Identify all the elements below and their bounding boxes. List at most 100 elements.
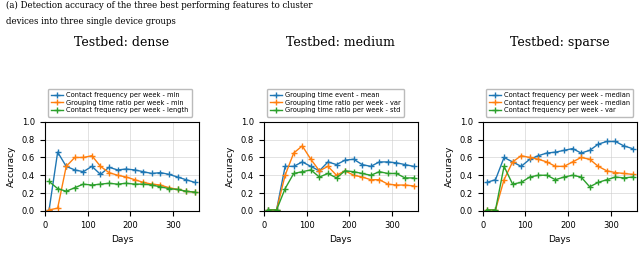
Grouping time ratio per week - min (71, 156, 79, 159)
Contact frequency per week - min (173, 176, 181, 179)
Contact frequency per week - var (603, 178, 611, 181)
Contact frequency per week - median (492, 178, 499, 181)
Contact frequency per week - min (157, 171, 164, 174)
Grouping time ratio per week - min (131, 178, 139, 181)
Grouping time event - mean (367, 165, 374, 168)
Grouping time ratio per week - min (173, 188, 181, 191)
Grouping time ratio per week - var (401, 183, 409, 186)
Contact frequency per week - median (552, 151, 559, 154)
Contact frequency per week - var (483, 208, 491, 211)
Contact frequency per week - min (45, 208, 53, 211)
Contact frequency per week - median (595, 142, 602, 146)
Contact frequency per week - var (612, 176, 620, 179)
Contact frequency per week - min (148, 172, 156, 175)
Y-axis label: Accuracy: Accuracy (226, 146, 235, 187)
Contact frequency per week - median (543, 151, 550, 154)
Contact frequency per week - var (517, 181, 525, 184)
Grouping time ratio per week - var (376, 178, 383, 181)
X-axis label: Days: Days (111, 235, 133, 244)
Grouping time ratio per week - min (88, 154, 96, 157)
Contact frequency per week - median (534, 154, 542, 157)
Contact frequency per week - median (577, 151, 585, 154)
Contact frequency per week - median (560, 165, 568, 168)
Grouping time ratio per week - min (191, 190, 198, 194)
Contact frequency per week - min (191, 181, 198, 184)
Contact frequency per week - median (612, 171, 620, 174)
Contact frequency per week - var (543, 174, 550, 177)
Grouping time ratio per week - std (358, 172, 366, 175)
Line: Contact frequency per week - var: Contact frequency per week - var (484, 164, 636, 213)
Contact frequency per week - min (71, 168, 79, 171)
Grouping time ratio per week - var (350, 174, 358, 177)
Contact frequency per week - median (560, 149, 568, 152)
Contact frequency per week - min (122, 168, 130, 171)
Grouping time ratio per week - var (367, 178, 374, 181)
Grouping time ratio per week - std (367, 174, 374, 177)
Contact frequency per week - median (552, 165, 559, 168)
Contact frequency per week - median (483, 181, 491, 184)
Legend: Contact frequency per week - min, Grouping time ratio per week - min, Contact fr: Contact frequency per week - min, Groupi… (48, 89, 192, 117)
Grouping time ratio per week - std (333, 176, 340, 179)
Contact frequency per week - median (628, 147, 636, 150)
Contact frequency per week - min (140, 170, 147, 173)
Contact frequency per week - median (534, 158, 542, 161)
Contact frequency per week - median (620, 172, 628, 175)
Legend: Grouping time event - mean, Grouping time ratio per week - var, Grouping time ra: Grouping time event - mean, Grouping tim… (267, 89, 404, 117)
Contact frequency per week - median (586, 158, 593, 161)
Grouping time ratio per week - min (157, 183, 164, 186)
Contact frequency per week - median (612, 140, 620, 143)
Contact frequency per week - length (79, 183, 87, 186)
Grouping time event - mean (298, 161, 306, 164)
Line: Grouping time ratio per week - min: Grouping time ratio per week - min (46, 153, 198, 213)
Contact frequency per week - length (62, 190, 70, 193)
Contact frequency per week - median (526, 158, 534, 161)
Grouping time ratio per week - std (290, 172, 298, 175)
Grouping time ratio per week - var (290, 151, 298, 154)
Contact frequency per week - min (88, 165, 96, 168)
Grouping time ratio per week - min (45, 208, 53, 211)
Grouping time ratio per week - min (114, 174, 122, 177)
Grouping time ratio per week - var (384, 183, 392, 186)
X-axis label: Days: Days (548, 235, 571, 244)
Grouping time event - mean (264, 208, 272, 211)
Contact frequency per week - var (500, 165, 508, 168)
Grouping time ratio per week - var (282, 174, 289, 177)
Line: Contact frequency per week - length: Contact frequency per week - length (46, 179, 198, 195)
Contact frequency per week - median (492, 208, 499, 211)
Legend: Contact frequency per week - median, Contact frequency per week - median, Contac: Contact frequency per week - median, Con… (486, 89, 634, 117)
Grouping time ratio per week - std (273, 208, 280, 211)
Contact frequency per week - length (97, 183, 104, 186)
Grouping time event - mean (410, 165, 417, 168)
Contact frequency per week - median (500, 156, 508, 159)
Contact frequency per week - var (534, 174, 542, 177)
Grouping time ratio per week - var (316, 169, 323, 172)
Contact frequency per week - length (157, 185, 164, 188)
Grouping time ratio per week - min (105, 171, 113, 174)
Y-axis label: Accuracy: Accuracy (445, 146, 454, 187)
Grouping time event - mean (341, 158, 349, 162)
Contact frequency per week - var (595, 181, 602, 184)
Contact frequency per week - length (173, 188, 181, 191)
Grouping time ratio per week - min (79, 156, 87, 159)
Contact frequency per week - median (509, 161, 516, 164)
Grouping time ratio per week - std (376, 170, 383, 173)
Grouping time ratio per week - var (392, 183, 400, 186)
Grouping time ratio per week - std (401, 176, 409, 179)
Grouping time ratio per week - min (122, 176, 130, 179)
Grouping time event - mean (316, 169, 323, 172)
Text: Testbed: medium: Testbed: medium (286, 36, 396, 49)
Contact frequency per week - var (569, 174, 577, 177)
Contact frequency per week - median (620, 144, 628, 147)
Contact frequency per week - min (105, 166, 113, 169)
Line: Contact frequency per week - min: Contact frequency per week - min (46, 149, 198, 213)
Line: Contact frequency per week - median: Contact frequency per week - median (484, 153, 636, 213)
Grouping time event - mean (384, 161, 392, 164)
Grouping time ratio per week - std (324, 172, 332, 175)
Grouping time ratio per week - std (392, 172, 400, 175)
Grouping time ratio per week - std (298, 170, 306, 173)
Contact frequency per week - var (620, 176, 628, 179)
Contact frequency per week - min (79, 170, 87, 173)
Grouping time event - mean (324, 161, 332, 164)
Grouping time ratio per week - var (358, 176, 366, 179)
Text: Testbed: sparse: Testbed: sparse (510, 36, 609, 49)
